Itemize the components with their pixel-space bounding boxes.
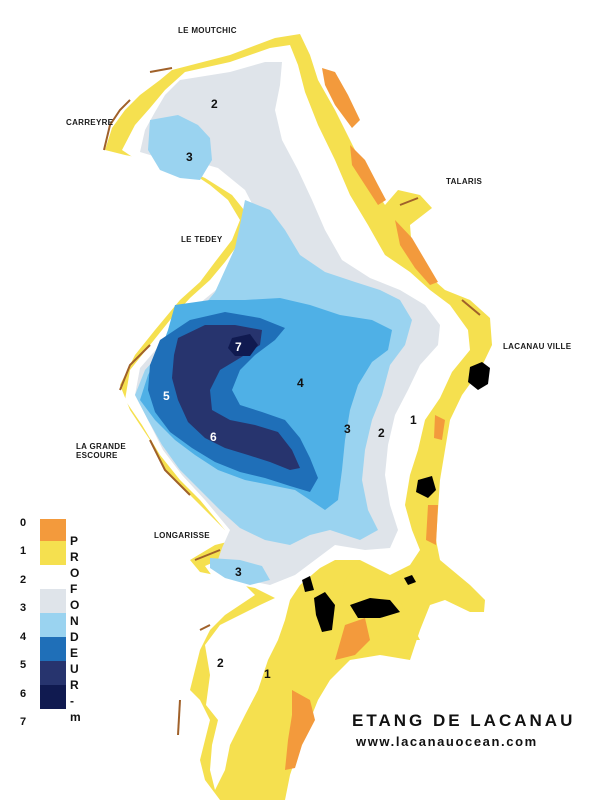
depth-marker: 4 bbox=[297, 376, 304, 390]
place-label-longarisse: LONGARISSE bbox=[154, 531, 210, 540]
legend-tick: 6 bbox=[20, 688, 27, 700]
legend-tick: 5 bbox=[20, 659, 27, 671]
place-label-la-grande: LA GRANDE bbox=[76, 442, 126, 451]
depth-marker: 7 bbox=[235, 340, 242, 354]
depth-marker: 1 bbox=[264, 667, 271, 681]
depth-marker: 1 bbox=[410, 413, 417, 427]
depth-marker: 3 bbox=[344, 422, 351, 436]
website-url: www.lacanauocean.com bbox=[356, 734, 538, 749]
depth-marker: 3 bbox=[186, 150, 193, 164]
place-label-talaris: TALARIS bbox=[446, 177, 483, 186]
place-label-carreyre: CARREYRE bbox=[66, 118, 114, 127]
depth-marker: 2 bbox=[217, 656, 224, 670]
legend-swatch-4 bbox=[40, 613, 66, 637]
depth-marker: 2 bbox=[211, 97, 218, 111]
depth-marker: 3 bbox=[235, 565, 242, 579]
legend-swatch-6 bbox=[40, 661, 66, 685]
legend-tick: 3 bbox=[20, 602, 27, 614]
beach-zone-orange bbox=[285, 68, 445, 770]
legend-title: PROFONDEUR - m bbox=[70, 534, 81, 724]
legend-tick: 1 bbox=[20, 545, 27, 557]
legend-swatch-1 bbox=[40, 541, 66, 565]
legend-tick: 4 bbox=[20, 631, 27, 643]
depth-marker: 5 bbox=[163, 389, 170, 403]
depth-zone-7 bbox=[172, 325, 300, 470]
depth-marker: 2 bbox=[378, 426, 385, 440]
legend-tick: 2 bbox=[20, 574, 27, 586]
place-label-le-moutchic: LE MOUTCHIC bbox=[178, 26, 237, 35]
islands bbox=[302, 362, 490, 632]
shoreline bbox=[103, 67, 481, 736]
legend-tick: 7 bbox=[20, 716, 27, 728]
legend-swatch-5 bbox=[40, 637, 66, 661]
legend-tick: 0 bbox=[20, 517, 27, 529]
depth-zone-max bbox=[228, 334, 258, 356]
place-label-escoure: ESCOURE bbox=[76, 451, 118, 460]
place-label-le-tedey: LE TEDEY bbox=[181, 235, 223, 244]
map-title: ETANG DE LACANAU bbox=[352, 711, 576, 730]
place-label-lacanau-ville: LACANAU VILLE bbox=[503, 342, 572, 351]
legend-swatch-3 bbox=[40, 589, 66, 613]
depth-marker: 6 bbox=[210, 430, 217, 444]
legend-swatch-0 bbox=[40, 519, 66, 543]
depth-legend: 0 1 2 3 4 5 6 7 PROFONDEUR - m bbox=[14, 515, 84, 745]
legend-swatch-2 bbox=[40, 565, 66, 589]
legend-swatch-7 bbox=[40, 685, 66, 709]
